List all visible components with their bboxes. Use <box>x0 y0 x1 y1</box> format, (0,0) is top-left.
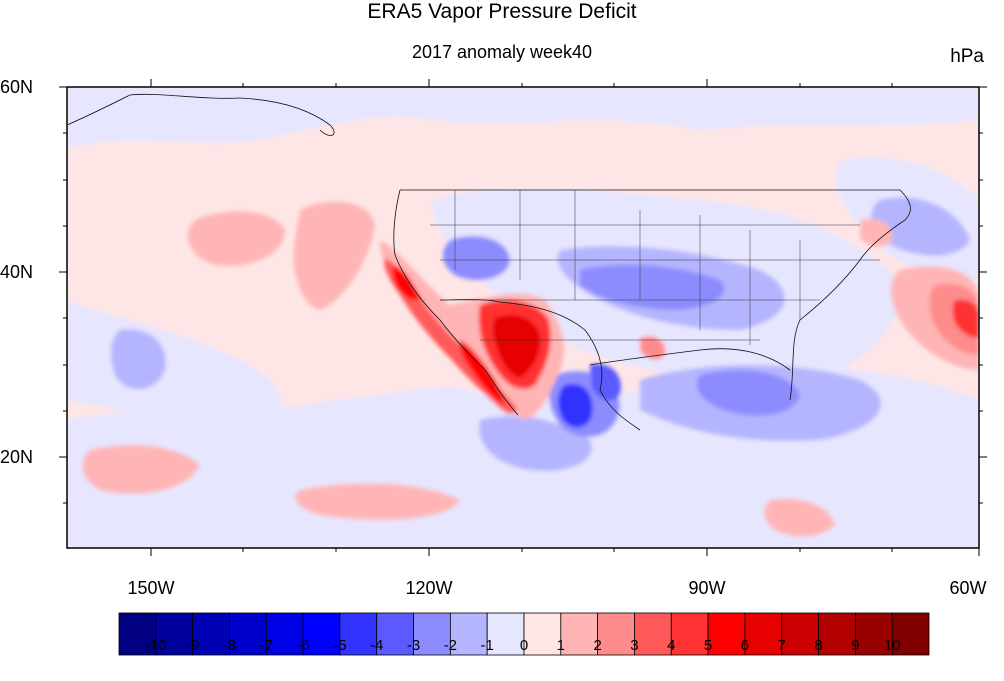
pos2-east-pacific-blob <box>187 211 285 266</box>
colorbar-box <box>449 612 488 656</box>
colorbar-box <box>818 612 856 656</box>
neg2-mexico <box>479 416 592 471</box>
pos2-tropical-pacific <box>82 445 200 494</box>
colorbar-tick-label: 5 <box>703 637 713 654</box>
colorbar-tick-label: -2 <box>443 637 458 654</box>
neg5-mexico-highlands <box>558 384 593 428</box>
pos2-caribbean <box>764 498 835 537</box>
lon-label-150w: 150W <box>127 578 175 598</box>
colorbar-box <box>192 612 230 656</box>
colorbar-tick-label: -7 <box>259 637 273 654</box>
colorbar-tick-label: -8 <box>222 637 237 654</box>
colorbar-tick-label: -4 <box>370 637 384 654</box>
weak-negative-north-pacific <box>67 87 979 150</box>
state-borders <box>430 190 880 345</box>
colorbar-box <box>302 612 341 656</box>
axis-ticks <box>59 79 987 556</box>
colorbar-box <box>376 612 414 656</box>
colorbar-tick-label: 0 <box>519 637 529 654</box>
colorbar-box <box>339 612 378 656</box>
coastlines <box>66 93 911 431</box>
colorbar-tick-label: -9 <box>185 637 200 654</box>
colorbar-box <box>781 612 819 656</box>
colorbar-box <box>155 612 194 656</box>
colorbar-tick-label: 8 <box>814 637 823 654</box>
colorbar-tick-label: 6 <box>740 637 750 654</box>
lat-label-40n: 40N <box>0 262 34 282</box>
neg3-midwest <box>580 264 725 310</box>
colorbar-box <box>707 612 746 656</box>
units-label: hPa <box>950 46 984 67</box>
lat-label-60n: 60N <box>0 77 34 97</box>
colorbar-tick-label: 9 <box>851 637 860 654</box>
pos2-south-pacific-band <box>295 483 460 520</box>
colorbar-tick-label: 4 <box>667 637 676 654</box>
colorbar-tick-label: -10 <box>144 637 167 654</box>
colorbar-box <box>634 612 672 656</box>
colorbar-box <box>744 612 783 656</box>
colorbar-tick-label: 10 <box>883 637 901 654</box>
colorbar-box <box>670 612 709 656</box>
lon-label-90w: 90W <box>688 578 726 598</box>
colorbar-box <box>597 612 635 656</box>
pos3-mexico-south <box>640 336 666 360</box>
pos2-northeast-us <box>860 218 893 247</box>
colorbar-box <box>854 612 893 656</box>
pos5-atlantic-core <box>952 299 979 338</box>
colorbar-box <box>265 612 304 656</box>
colorbar-tick-label: -5 <box>333 637 347 654</box>
colorbar-box <box>523 612 562 656</box>
neg2-north-atlantic <box>871 197 970 256</box>
colorbar-tick-label: 3 <box>630 637 639 654</box>
colorbar-tick-label: 1 <box>556 637 565 654</box>
colorbar-tick-label: -1 <box>480 637 494 654</box>
pos6-baja-core <box>459 340 505 405</box>
lon-label-120w: 120W <box>405 578 453 598</box>
pos7-arizona-peak <box>492 314 541 378</box>
colorbar-tick-label: -6 <box>296 637 310 654</box>
pos6-california-core <box>392 265 420 300</box>
colorbar-tick-label: -3 <box>406 637 421 654</box>
colorbar-box <box>560 612 599 656</box>
colorbar-box <box>229 612 267 656</box>
lon-label-60w: 60W <box>949 578 987 598</box>
lat-label-20n: 20N <box>0 447 34 467</box>
neg3-great-basin <box>443 236 510 281</box>
neg4-texas <box>590 364 621 401</box>
neg2-east-pacific <box>110 329 166 390</box>
colorbar-box <box>118 612 157 656</box>
colorbar-tick-label: 2 <box>593 637 602 654</box>
colorbar-box <box>891 612 930 656</box>
map-title: ERA5 Vapor Pressure Deficit <box>367 0 637 23</box>
pos2-pacific-center <box>293 201 375 310</box>
colorbar-tick-label: 7 <box>777 637 786 654</box>
map-subtitle: 2017 anomaly week40 <box>411 42 593 62</box>
neg3-florida-gulf <box>696 370 800 416</box>
